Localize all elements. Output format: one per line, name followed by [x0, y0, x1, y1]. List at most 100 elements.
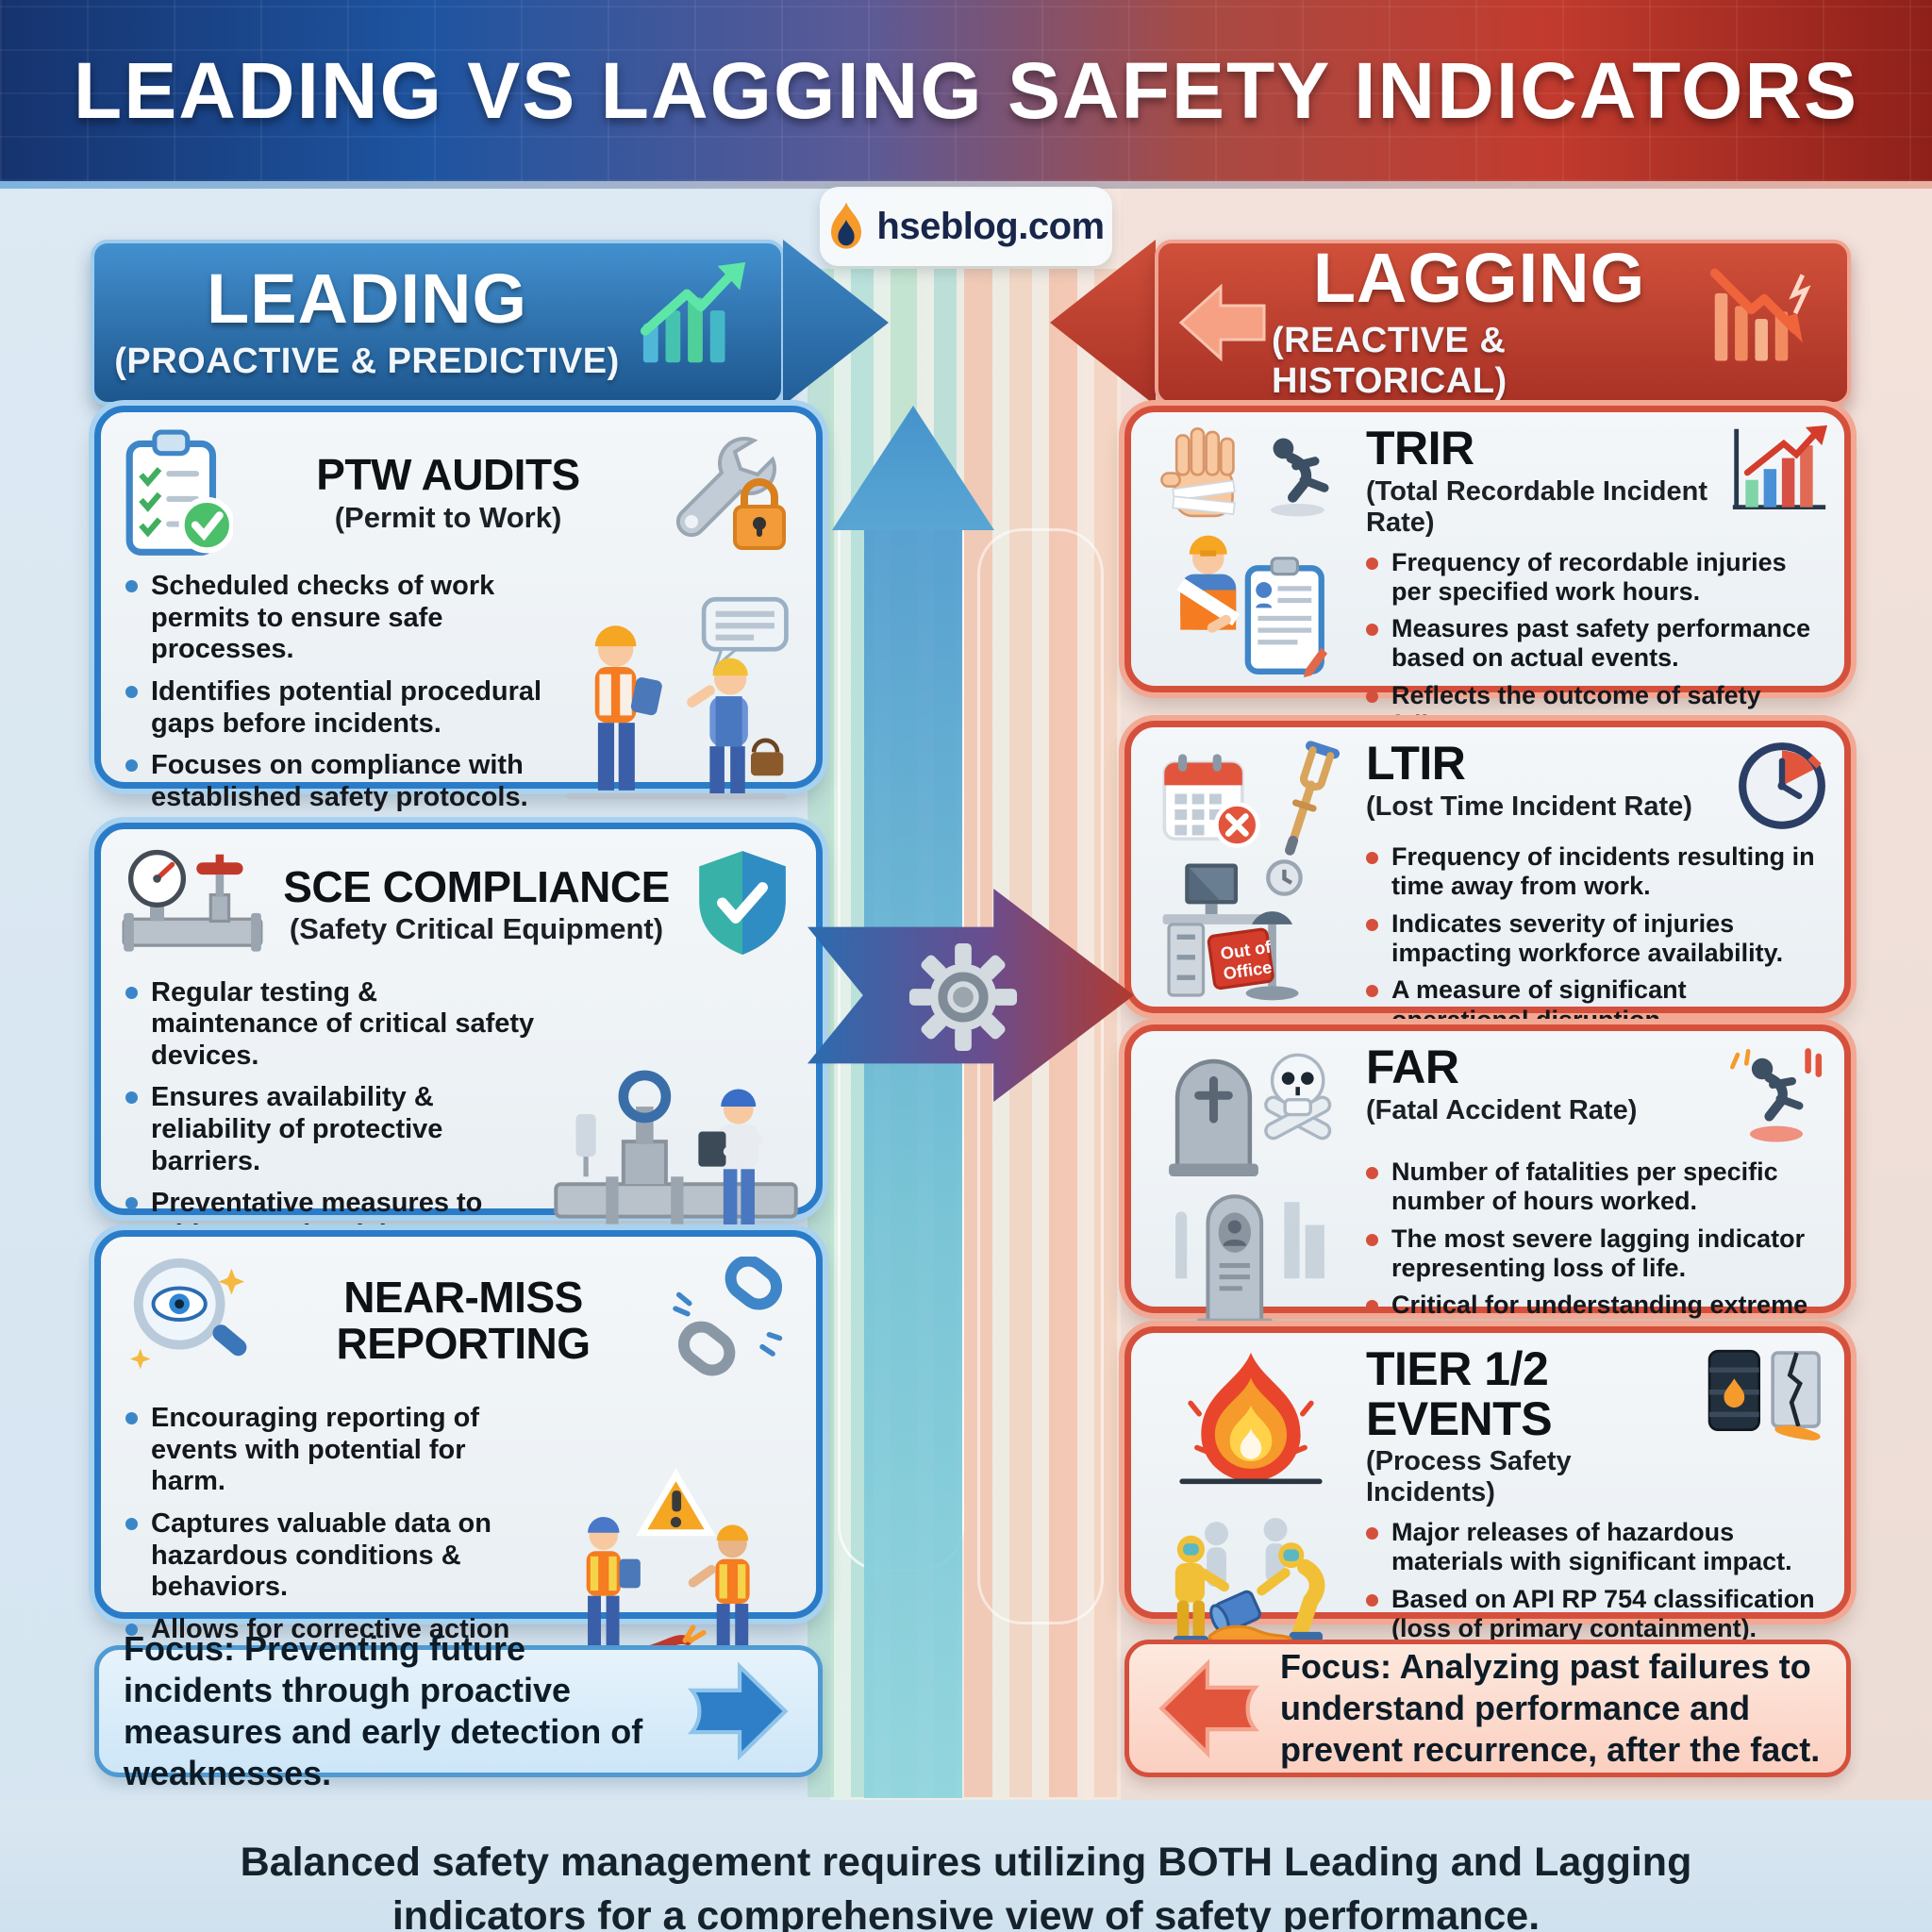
card-subtitle: (Lost Time Incident Rate): [1366, 791, 1692, 822]
card-title: FAR: [1366, 1041, 1459, 1093]
bullet-item: Focuses on compliance with established s…: [125, 750, 545, 813]
gauge-valve-icon: [122, 844, 263, 966]
bullet-item: Encouraging reporting of events with pot…: [125, 1403, 545, 1498]
footer-line-1: Balanced safety management requires util…: [240, 1840, 1692, 1885]
bullet-dot: [1366, 918, 1378, 931]
bullet-dot: [125, 1623, 138, 1636]
bullet-dot: [1366, 1233, 1378, 1246]
bandaged-hand-icon: [1158, 425, 1249, 525]
bullet-dot: [125, 1091, 138, 1105]
tombstone-skull-icon: [1160, 1044, 1341, 1183]
leading-focus-text: Focus: Preventing future incidents throu…: [124, 1629, 643, 1792]
memorial-icon: [1170, 1183, 1332, 1336]
bullet-text: Regular testing & maintenance of critica…: [151, 976, 535, 1071]
card-title: LTIR: [1366, 737, 1466, 790]
bullet-item: Based on API RP 754 classification (loss…: [1366, 1585, 1829, 1644]
broken-chain-icon: [665, 1257, 795, 1387]
left-arrow-icon: [1175, 275, 1270, 370]
bullet-item: Number of fatalities per specific number…: [1366, 1158, 1829, 1217]
workers-discussion-icon: [551, 593, 801, 814]
bullet-text: Indicates severity of injuries impacting…: [1391, 908, 1784, 967]
lagging-banner: LAGGING (REACTIVE & HISTORICAL): [1155, 240, 1851, 406]
bullet-text: Number of fatalities per specific number…: [1391, 1158, 1778, 1216]
bullet-text: Encouraging reporting of events with pot…: [151, 1403, 479, 1497]
bullet-text: Identifies potential procedural gaps bef…: [151, 675, 542, 739]
bullet-item: Ensures availability & reliability of pr…: [125, 1082, 545, 1177]
card-subtitle: (Safety Critical Equipment): [289, 911, 664, 945]
workers-warning-icon: [551, 1467, 801, 1677]
lagging-focus-box: Focus: Analyzing past failures to unders…: [1124, 1640, 1851, 1777]
bullet-item: Scheduled checks of work permits to ensu…: [125, 571, 545, 666]
bullet-text: Frequency of incidents resulting in time…: [1391, 842, 1815, 901]
leading-focus-box: Focus: Preventing future incidents throu…: [94, 1629, 823, 1792]
injured-worker-clipboard-icon: [1157, 525, 1345, 693]
back-arrow-icon: [1154, 1654, 1263, 1763]
card-subtitle: (Permit to Work): [334, 500, 562, 534]
bullet-dot: [1366, 624, 1378, 637]
card-tier-events: TIER 1/2 EVENTS (Process Safety Incident…: [1124, 1326, 1851, 1709]
bullet-dot: [1366, 852, 1378, 864]
bullet-item: The most severe lagging indicator repres…: [1366, 1224, 1829, 1284]
bullet-text: Based on API RP 754 classification (loss…: [1391, 1584, 1815, 1642]
card-far: FAR (Fatal Accident Rate) Number of fata…: [1124, 1024, 1851, 1349]
card-trir: TRIR (Total Recordable Incident Rate) Fr…: [1124, 406, 1851, 739]
bullet-text: Focuses on compliance with established s…: [151, 750, 528, 812]
clock-icon: [1735, 739, 1829, 833]
page-title: LEADING VS LAGGING SAFETY INDICATORS: [73, 45, 1859, 135]
card-title: TRIR: [1366, 422, 1474, 475]
title-banner: LEADING VS LAGGING SAFETY INDICATORS: [0, 0, 1932, 189]
worker-inspecting-valve-icon: [551, 1064, 801, 1252]
card-title: PTW AUDITS: [316, 450, 580, 500]
bullet-dot: [125, 580, 138, 592]
bullet-dot: [1366, 690, 1378, 703]
footer-caption: Balanced safety management requires util…: [0, 1836, 1932, 1932]
bullet-dot: [1366, 1167, 1378, 1179]
lagging-connector-lines: [977, 528, 1104, 1624]
falling-person-alert-icon: [1724, 1042, 1829, 1148]
card-near-miss-reporting: NEAR-MISS REPORTING Encouraging reportin…: [94, 1230, 823, 1675]
bullet-item: Measures past safety performance based o…: [1366, 614, 1829, 674]
out-of-office-desk-icon: Out of Office: [1155, 858, 1347, 1020]
leading-banner: LEADING (PROACTIVE & PREDICTIVE): [91, 240, 785, 406]
bullet-dot: [125, 759, 138, 773]
upward-flow-arrow-shaft: [864, 526, 962, 1798]
bullet-text: Measures past safety performance based o…: [1391, 614, 1811, 673]
bullet-dot: [1366, 557, 1378, 570]
declining-chart-icon: [1707, 258, 1826, 368]
bullet-item: Regular testing & maintenance of critica…: [125, 977, 545, 1073]
card-title: SCE COMPLIANCE: [283, 861, 670, 911]
card-subtitle: (Process Safety Incidents): [1366, 1446, 1572, 1507]
bullet-dot: [125, 1412, 138, 1424]
bullet-item: Frequency of recordable injuries per spe…: [1366, 548, 1829, 608]
magnifier-eye-icon: [122, 1252, 261, 1391]
footer-strip: [0, 1800, 1932, 1932]
lagging-banner-subtitle: (REACTIVE & HISTORICAL): [1272, 321, 1507, 401]
fire-icon: [1172, 1346, 1330, 1494]
bullet-text: Captures valuable data on hazardous cond…: [151, 1507, 491, 1603]
card-subtitle: (Fatal Accident Rate): [1366, 1094, 1638, 1125]
bullet-dot: [1366, 1527, 1378, 1540]
bullet-dot: [125, 685, 138, 698]
calendar-x-icon: [1158, 747, 1261, 851]
bullet-item: Identifies potential procedural gaps bef…: [125, 676, 545, 740]
lagging-focus-text: Focus: Analyzing past failures to unders…: [1280, 1647, 1821, 1769]
card-sce-compliance: SCE COMPLIANCE (Safety Critical Equipmen…: [94, 823, 823, 1250]
bullet-dot: [125, 1517, 138, 1530]
card-ptw-audits: PTW AUDITS (Permit to Work) Scheduled ch…: [94, 406, 823, 812]
cracked-barrel-icon: [1701, 1344, 1829, 1447]
card-ltir: Out of Office LTIR (Lost Time Incident Ra…: [1124, 721, 1851, 1034]
wrench-lock-icon: [663, 427, 795, 559]
bullet-text: Frequency of recordable injuries per spe…: [1391, 547, 1787, 606]
hazmat-spill-icon: [1158, 1494, 1344, 1661]
bullet-text: Major releases of hazardous materials wi…: [1391, 1518, 1792, 1576]
forward-arrow-icon: [684, 1657, 793, 1766]
shield-check-icon: [690, 847, 795, 962]
gear-icon: [908, 941, 1019, 1053]
rising-chart-icon: [636, 258, 757, 370]
logo: hseblog.com: [820, 187, 1112, 266]
card-title: NEAR-MISS REPORTING: [336, 1273, 591, 1368]
leading-banner-subtitle: (PROACTIVE & PREDICTIVE): [114, 341, 620, 381]
bullet-text: The most severe lagging indicator repres…: [1391, 1224, 1806, 1282]
bullet-dot: [125, 1197, 138, 1210]
bullet-dot: [1366, 1300, 1378, 1313]
